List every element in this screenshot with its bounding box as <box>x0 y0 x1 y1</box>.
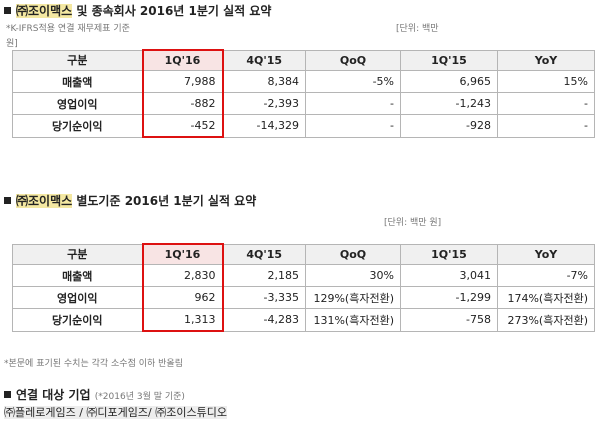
table-cell: 273%(흑자전환) <box>497 308 595 332</box>
table-cell: 2,185 <box>222 264 306 287</box>
section3-date-note: (*2016년 3월 말 기준) <box>94 392 185 402</box>
rounding-footnote: *본문에 표기된 수치는 각각 소수점 이하 반올림 <box>4 359 183 369</box>
table-cell: -452 <box>141 114 224 138</box>
table-cell: 15% <box>497 70 595 93</box>
table-header-row: 구분 1Q'16 4Q'15 QoQ 1Q'15 YoY <box>12 243 595 265</box>
section2-title-text: 별도기준 2016년 1분기 실적 요약 <box>72 194 257 208</box>
header-cell-highlight: 1Q'16 <box>141 243 224 265</box>
section2-title-company: ㈜조이맥스 <box>16 194 73 208</box>
table-cell: -3,335 <box>222 286 306 309</box>
table-cell: 3,041 <box>400 264 498 287</box>
table-cell: 30% <box>305 264 401 287</box>
table-cell: -882 <box>141 92 224 115</box>
subsidiary-names: ㈜플레로게임즈 / ㈜디포게임즈/ ㈜조이스튜디오 <box>4 406 227 419</box>
header-cell: YoY <box>497 243 595 265</box>
row-label: 당기순이익 <box>12 308 143 332</box>
section1-basis-note: *K-IFRS적용 연결 재무제표 기준 <box>6 24 130 34</box>
header-cell: 4Q'15 <box>222 243 306 265</box>
header-cell: YoY <box>497 49 595 71</box>
table-header-row: 구분 1Q'16 4Q'15 QoQ 1Q'15 YoY <box>12 49 595 71</box>
table-cell: -7% <box>497 264 595 287</box>
table-cell: 129%(흑자전환) <box>305 286 401 309</box>
table-cell: -758 <box>400 308 498 332</box>
section2-heading: ㈜조이맥스 별도기준 2016년 1분기 실적 요약 <box>4 192 256 209</box>
header-cell: QoQ <box>305 49 401 71</box>
table-cell: -1,299 <box>400 286 498 309</box>
header-cell: 1Q'15 <box>400 49 498 71</box>
subsidiary-list: ㈜플레로게임즈 / ㈜디포게임즈/ ㈜조이스튜디오 <box>4 404 227 420</box>
header-cell: 1Q'15 <box>400 243 498 265</box>
table-row: 영업이익 -882 -2,393 - -1,243 - <box>12 92 595 115</box>
square-bullet-icon <box>4 7 11 14</box>
table-row: 매출액 2,830 2,185 30% 3,041 -7% <box>12 264 595 287</box>
section1-heading: ㈜조이맥스 및 종속회사 2016년 1분기 실적 요약 <box>4 2 271 19</box>
section1-title-text: 및 종속회사 2016년 1분기 실적 요약 <box>72 4 272 18</box>
header-cell: 구분 <box>12 49 143 71</box>
table-cell: 174%(흑자전환) <box>497 286 595 309</box>
table-cell: 8,384 <box>222 70 306 93</box>
section1-title-company: ㈜조이맥스 <box>16 4 73 18</box>
section3-heading: 연결 대상 기업 (*2016년 3월 말 기준) <box>4 386 185 403</box>
table-row: 당기순이익 -452 -14,329 - -928 - <box>12 114 595 138</box>
table-cell: -14,329 <box>222 114 306 138</box>
table-cell: -1,243 <box>400 92 498 115</box>
square-bullet-icon <box>4 391 11 398</box>
table-row: 매출액 7,988 8,384 -5% 6,965 15% <box>12 70 595 93</box>
section1-unit-note-wrap: 원] <box>6 39 18 49</box>
section2-unit-note: [단위: 백만 원] <box>384 218 442 228</box>
row-label: 매출액 <box>12 70 143 93</box>
section3-title: 연결 대상 기업 <box>16 388 91 402</box>
table-row: 당기순이익 1,313 -4,283 131%(흑자전환) -758 273%(… <box>12 308 595 332</box>
table-cell: 6,965 <box>400 70 498 93</box>
table-cell: - <box>497 92 595 115</box>
table-cell: 131%(흑자전환) <box>305 308 401 332</box>
header-cell: 구분 <box>12 243 143 265</box>
section2-table: 구분 1Q'16 4Q'15 QoQ 1Q'15 YoY 매출액 2,830 2… <box>12 243 595 332</box>
table-row: 영업이익 962 -3,335 129%(흑자전환) -1,299 174%(흑… <box>12 286 595 309</box>
header-cell: QoQ <box>305 243 401 265</box>
table-cell: 962 <box>141 286 224 309</box>
row-label: 영업이익 <box>12 286 143 309</box>
header-cell: 4Q'15 <box>222 49 306 71</box>
row-label: 영업이익 <box>12 92 143 115</box>
table-cell: 2,830 <box>141 264 224 287</box>
table-cell: - <box>305 92 401 115</box>
table-cell: -4,283 <box>222 308 306 332</box>
section1-unit-note: [단위: 백만 <box>396 24 439 34</box>
table-cell: - <box>305 114 401 138</box>
table-cell: - <box>497 114 595 138</box>
table-cell: -5% <box>305 70 401 93</box>
table-cell: 7,988 <box>141 70 224 93</box>
row-label: 당기순이익 <box>12 114 143 138</box>
square-bullet-icon <box>4 197 11 204</box>
table-cell: -2,393 <box>222 92 306 115</box>
section1-table: 구분 1Q'16 4Q'15 QoQ 1Q'15 YoY 매출액 7,988 8… <box>12 49 595 138</box>
table-cell: 1,313 <box>141 308 224 332</box>
table-cell: -928 <box>400 114 498 138</box>
row-label: 매출액 <box>12 264 143 287</box>
header-cell-highlight: 1Q'16 <box>141 49 224 71</box>
